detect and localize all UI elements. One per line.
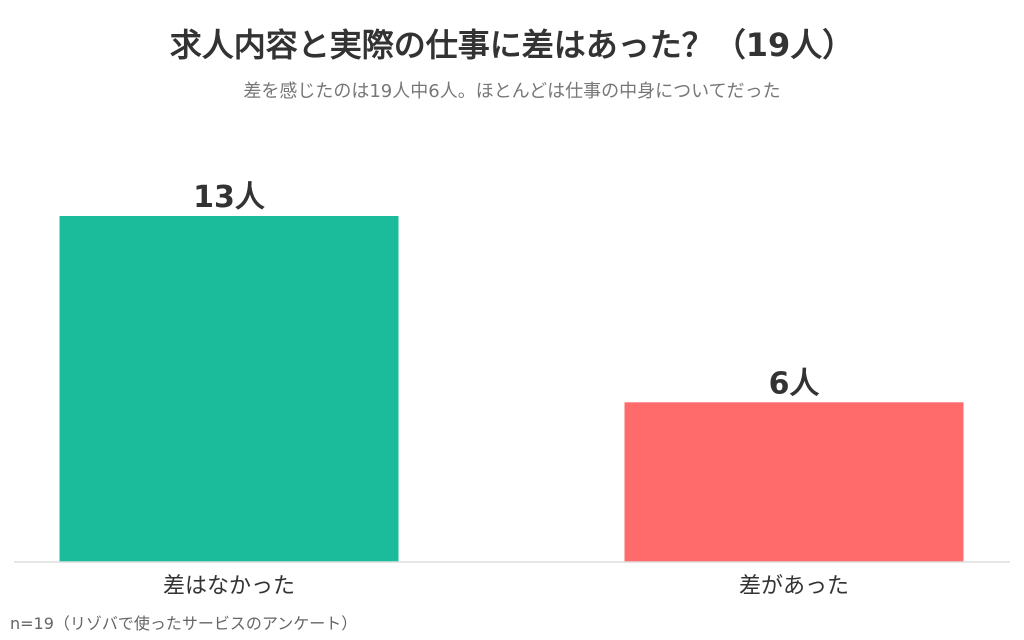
bar-2 (624, 402, 964, 562)
source-note: n=19（リゾバで使ったサービスのアンケート） (10, 614, 358, 633)
data-label-2: 6人 (769, 366, 820, 401)
bar-1 (59, 216, 399, 562)
chart-subtitle: 差を感じたのは19人中6人。ほとんどは仕事の中身についてだった (243, 81, 781, 102)
chart-title: 求人内容と実際の仕事に差はあった？（19人） (169, 26, 855, 64)
category-label-2: 差があった (739, 574, 849, 599)
category-label-1: 差はなかった (163, 574, 295, 599)
data-label-1: 13人 (193, 180, 265, 215)
